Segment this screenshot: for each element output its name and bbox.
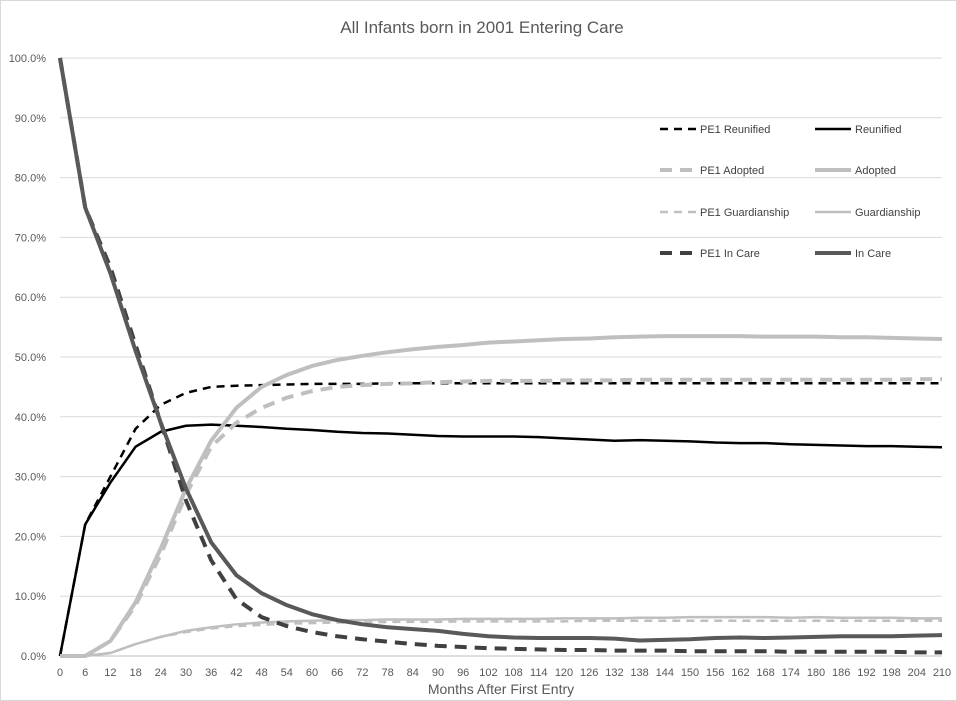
x-tick-label: 168: [756, 667, 774, 679]
y-tick-label: 20.0%: [15, 531, 46, 543]
x-tick-label: 210: [933, 667, 951, 679]
legend-label-pe1-adopted: PE1 Adopted: [700, 165, 764, 177]
legend-label-reunified: Reunified: [855, 124, 901, 136]
x-axis-label: Months After First Entry: [428, 681, 574, 697]
x-tick-label: 114: [530, 667, 548, 679]
y-tick-label: 30.0%: [15, 472, 46, 484]
legend: PE1 Reunified Reunified PE1 Adopted Adopted…: [660, 124, 920, 260]
y-tick-label: 60.0%: [15, 292, 46, 304]
x-tick-label: 174: [782, 667, 800, 679]
x-tick-label: 30: [180, 667, 192, 679]
legend-label-in-care: In Care: [855, 248, 891, 260]
x-tick-label: 162: [731, 667, 749, 679]
x-tick-label: 90: [432, 667, 444, 679]
x-tick-label: 150: [681, 667, 699, 679]
x-tick-label: 72: [356, 667, 368, 679]
y-tick-label: 100.0%: [9, 53, 47, 65]
legend-label-guardianship: Guardianship: [855, 207, 920, 219]
x-tick-label: 24: [155, 667, 167, 679]
chart-title: All Infants born in 2001 Entering Care: [340, 18, 624, 37]
y-axis-tick-labels: 0.0% 10.0% 20.0% 30.0% 40.0% 50.0% 60.0% 70.0% 8…: [9, 53, 47, 663]
x-tick-label: 54: [281, 667, 293, 679]
x-tick-label: 96: [457, 667, 469, 679]
x-axis-tick-labels: 0 6 12 18 24 30 36 42 48 54 60 66 72 78 84 90 96 102 108 11…: [57, 667, 951, 679]
x-tick-label: 108: [504, 667, 522, 679]
x-tick-label: 36: [205, 667, 217, 679]
series-line-pe1-in-care: [58, 57, 942, 655]
x-tick-label: 120: [555, 667, 573, 679]
x-tick-label: 180: [807, 667, 825, 679]
y-tick-label: 70.0%: [15, 232, 46, 244]
series-lines: [58, 57, 943, 658]
series-line-in-care: [58, 57, 943, 643]
x-tick-label: 42: [230, 667, 242, 679]
series-line-guardianship: [60, 615, 942, 658]
x-tick-label: 84: [407, 667, 419, 679]
x-tick-label: 156: [706, 667, 724, 679]
x-tick-label: 186: [832, 667, 850, 679]
x-tick-label: 132: [605, 667, 623, 679]
y-tick-label: 0.0%: [21, 651, 46, 663]
x-tick-label: 60: [306, 667, 318, 679]
x-tick-label: 18: [129, 667, 141, 679]
y-tick-label: 40.0%: [15, 412, 46, 424]
x-tick-label: 126: [580, 667, 598, 679]
legend-label-pe1-in-care: PE1 In Care: [700, 248, 760, 260]
x-tick-label: 198: [882, 667, 900, 679]
x-tick-label: 192: [857, 667, 875, 679]
series-line-adopted: [60, 334, 943, 658]
x-tick-label: 66: [331, 667, 343, 679]
y-tick-label: 10.0%: [15, 591, 46, 603]
y-tick-label: 80.0%: [15, 173, 46, 185]
legend-label-pe1-reunified: PE1 Reunified: [700, 124, 770, 136]
series-line-reunified: [58, 423, 943, 657]
series-line-pe1-adopted: [60, 377, 942, 658]
x-tick-label: 138: [630, 667, 648, 679]
x-tick-label: 144: [656, 667, 674, 679]
x-tick-label: 102: [479, 667, 497, 679]
x-tick-label: 6: [82, 667, 88, 679]
x-tick-label: 12: [104, 667, 116, 679]
x-tick-label: 0: [57, 667, 63, 679]
legend-label-pe1-guardianship: PE1 Guardianship: [700, 207, 789, 219]
x-tick-label: 78: [381, 667, 393, 679]
y-tick-label: 90.0%: [15, 113, 46, 125]
x-tick-label: 48: [255, 667, 267, 679]
x-tick-label: 204: [908, 667, 926, 679]
legend-label-adopted: Adopted: [855, 165, 896, 177]
series-line-pe1-reunified: [58, 382, 942, 657]
y-tick-label: 50.0%: [15, 352, 46, 364]
